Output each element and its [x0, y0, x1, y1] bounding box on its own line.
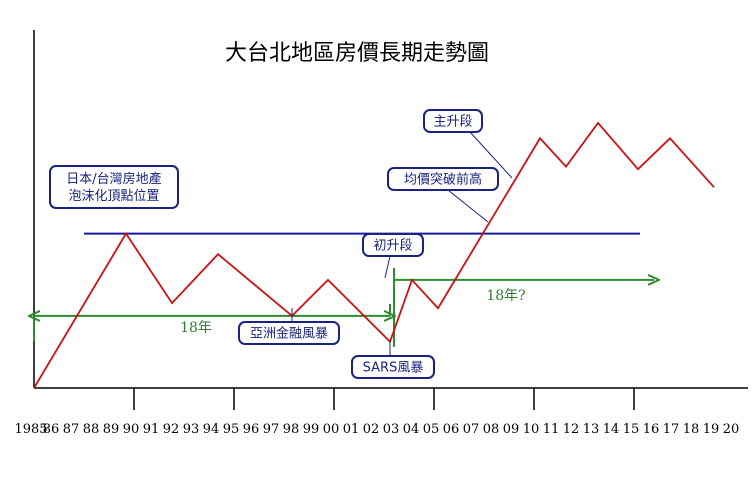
callout-text: 均價突破前高 — [404, 172, 482, 188]
x-tick-label: 95 — [223, 422, 240, 437]
x-tick-label: 18 — [683, 422, 700, 437]
x-tick-label: 16 — [643, 422, 660, 437]
x-tick-label: 19 — [703, 422, 720, 437]
chart-title: 大台北地區房價長期走勢圖 — [225, 41, 489, 66]
x-tick-label: 98 — [283, 422, 300, 437]
x-tick-label: 20 — [723, 422, 740, 437]
x-tick-label: 17 — [663, 422, 680, 437]
callout-leader — [469, 131, 513, 179]
callout-text: 亞洲金融風暴 — [250, 326, 328, 342]
x-tick-label: 96 — [243, 422, 260, 437]
span-label: 18年? — [486, 288, 525, 304]
x-tick-label: 02 — [363, 422, 380, 437]
x-tick-label: 97 — [263, 422, 280, 437]
x-tick-label: 86 — [43, 422, 60, 437]
callout-box — [351, 355, 435, 379]
x-tick-label: 03 — [383, 422, 400, 437]
x-tick-label: 01 — [343, 422, 360, 437]
x-tick-label: 12 — [563, 422, 580, 437]
x-tick-label: 13 — [583, 422, 600, 437]
x-tick-label: 11 — [543, 422, 560, 437]
x-tick-label: 09 — [503, 422, 520, 437]
x-tick-label: 14 — [603, 422, 620, 437]
x-tick-label: 05 — [423, 422, 440, 437]
x-tick-label: 88 — [83, 422, 100, 437]
x-tick-label: 94 — [203, 422, 220, 437]
x-tick-label: 99 — [303, 422, 320, 437]
callout-leader — [384, 255, 391, 279]
x-tick-label: 89 — [103, 422, 120, 437]
span-arrows-layer: 18年 18年? — [34, 267, 654, 347]
callout-text: 主升段 — [433, 115, 472, 130]
x-tick-label: 92 — [163, 422, 180, 437]
x-tick-label: 06 — [443, 422, 460, 437]
x-tick-label: 10 — [523, 422, 540, 437]
callout-box — [387, 167, 499, 191]
callout-leader — [447, 189, 489, 223]
callout: 亞洲金融風暴 — [238, 321, 340, 345]
callout-box — [238, 321, 340, 345]
callout-box — [362, 233, 424, 257]
callout-leaders-layer — [291, 131, 513, 356]
callout: 初升段 — [362, 233, 424, 257]
x-tick-label: 00 — [323, 422, 340, 437]
x-tick-label: 15 — [623, 422, 640, 437]
x-tick-label: 1985 — [14, 422, 47, 437]
callout-text: 初升段 — [373, 239, 412, 254]
callout: 主升段 — [423, 109, 483, 133]
callout: SARS風暴 — [351, 355, 435, 379]
x-tick-label: 87 — [63, 422, 80, 437]
callout-text: 日本/台灣房地產 — [66, 171, 161, 187]
span-label: 18年 — [180, 320, 212, 336]
callout: 均價突破前高 — [387, 167, 499, 191]
callout-text: SARS風暴 — [363, 361, 424, 376]
x-tick-label: 08 — [483, 422, 500, 437]
x-tick-label: 04 — [403, 422, 420, 437]
x-tick-label: 91 — [143, 422, 160, 437]
callout-text: 泡沫化頂點位置 — [68, 189, 159, 204]
x-tick-label: 93 — [183, 422, 200, 437]
x-tick-label: 07 — [463, 422, 480, 437]
x-tick-label: 90 — [123, 422, 140, 437]
callout-box — [423, 109, 483, 133]
callout-box — [49, 165, 179, 209]
axes — [33, 30, 748, 410]
